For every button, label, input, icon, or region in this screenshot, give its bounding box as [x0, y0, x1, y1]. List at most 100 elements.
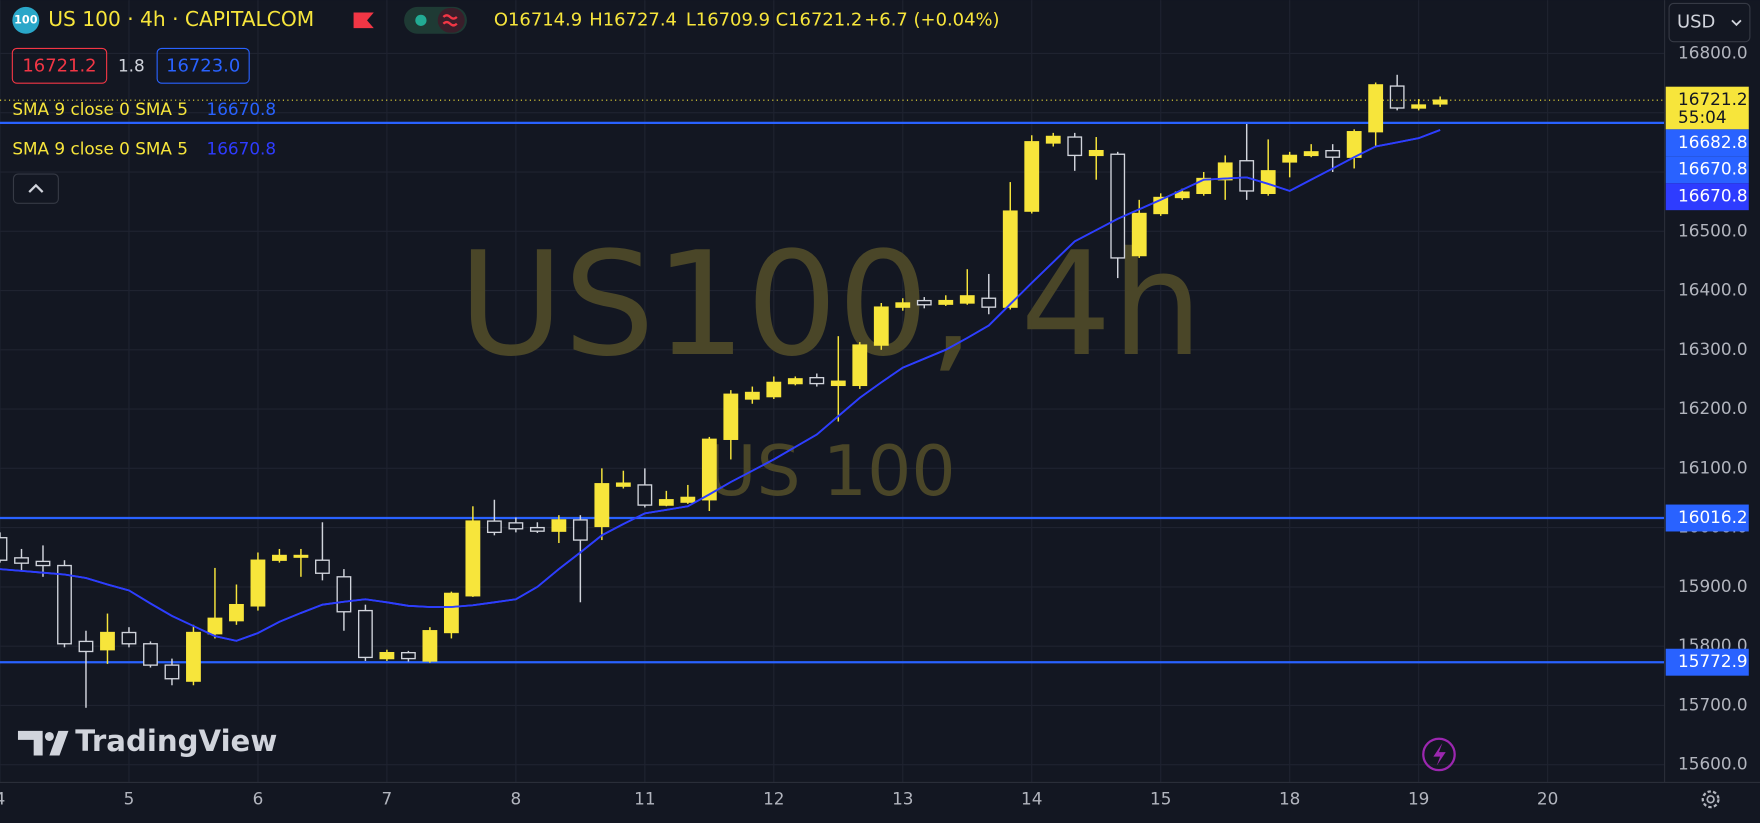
candle-body: [293, 554, 309, 558]
brand-logo: [17, 730, 43, 756]
delay-icon: [442, 14, 458, 27]
countdown: 55:04: [1678, 107, 1727, 127]
candle-body: [1196, 177, 1212, 195]
x-tick-label: 19: [1408, 788, 1429, 808]
ohlc-open: O16714.9: [494, 9, 582, 30]
settings-icon: [1706, 795, 1715, 804]
sell-price: 16721.2: [22, 55, 96, 76]
x-tick-label: 8: [511, 788, 522, 808]
candle-body: [1346, 131, 1362, 158]
legend-value: 16670.8: [207, 138, 277, 158]
candle-body: [443, 592, 459, 634]
currency-dropdown[interactable]: [1668, 2, 1751, 43]
sell-button[interactable]: [11, 47, 108, 84]
candle-body: [551, 519, 567, 532]
candle-body: [1411, 104, 1427, 109]
candle-body: [766, 381, 782, 398]
ohlc-change: +6.7 (+0.04%): [864, 9, 999, 30]
candle-body: [272, 554, 287, 561]
candle-body: [701, 438, 717, 501]
candle-body: [422, 630, 438, 662]
candle-body: [57, 564, 72, 645]
price-label-box: [1665, 129, 1749, 157]
ohlc-close: C16721.2: [776, 9, 863, 30]
news-button[interactable]: [1422, 737, 1456, 772]
candle-body: [572, 519, 588, 541]
candle-body: [615, 482, 631, 487]
candle-body: [680, 496, 696, 503]
candle-body: [895, 302, 911, 308]
candle-body: [186, 631, 201, 682]
price-label: 15772.9: [1678, 651, 1748, 671]
symbol-title[interactable]: US 100 · 4h · CAPITALCOM: [48, 7, 314, 31]
spread: 1.8: [118, 55, 145, 75]
candle-body: [1282, 154, 1298, 163]
y-tick-label: 15600.0: [1678, 754, 1748, 774]
candle-body: [1174, 191, 1190, 199]
candle-body: [637, 484, 653, 506]
candle-body: [744, 391, 760, 400]
price-label-box: [1665, 86, 1749, 130]
collapse-button[interactable]: [12, 173, 59, 204]
candle-body: [723, 393, 739, 440]
candle-body: [873, 306, 889, 346]
price-label: 16670.8: [1678, 159, 1748, 179]
brand-logo: [44, 731, 54, 741]
candle-body: [143, 643, 158, 666]
legend-value: 16670.8: [207, 99, 277, 119]
price-label: 16016.2: [1678, 507, 1748, 527]
candle-body: [250, 559, 266, 607]
legend-name: SMA 9 close 0 SMA 5: [12, 99, 188, 119]
x-tick-label: 4: [0, 788, 5, 808]
dropdown-caret: [1731, 19, 1742, 27]
candle-body: [1389, 85, 1405, 109]
x-tick-label: 12: [763, 788, 784, 808]
x-tick-label: 6: [253, 788, 264, 808]
buy-price: 16723.0: [166, 55, 240, 76]
y-tick-label: 16400.0: [1678, 280, 1748, 300]
candle-body: [465, 520, 481, 597]
y-tick-label: 16300.0: [1678, 339, 1748, 359]
brand-name[interactable]: TradingView: [75, 724, 277, 758]
settings-button[interactable]: [1701, 790, 1720, 809]
x-tick-label: 7: [382, 788, 393, 808]
candle-body: [0, 537, 8, 561]
x-tick-label: 11: [634, 788, 655, 808]
candle-body: [938, 299, 954, 305]
candle-body: [1432, 99, 1448, 105]
candle-body: [1239, 160, 1255, 192]
candle-body: [379, 651, 395, 660]
candle-body: [1110, 153, 1126, 259]
price-label-box: [1665, 183, 1749, 211]
candle-body: [336, 576, 352, 613]
candle-body: [508, 522, 524, 530]
candle-body: [1024, 141, 1040, 212]
indicator-legend: SMA 9 close 0 SMA 5 16670.8 SMA 9 close 0 …: [12, 99, 276, 158]
ohlc-high: H16727.4: [589, 9, 677, 30]
y-tick-label: 15900.0: [1678, 576, 1748, 596]
flag-icon[interactable]: [353, 12, 374, 29]
x-tick-label: 13: [892, 788, 913, 808]
symbol-icon-text: 100: [14, 13, 38, 26]
candle-body: [164, 664, 180, 680]
candle-body: [1368, 84, 1384, 133]
plot-area: [0, 74, 1665, 708]
price-label: 16670.8: [1678, 186, 1748, 206]
currency-label: USD: [1677, 12, 1715, 33]
status-pill-part: [437, 7, 465, 33]
candle-body: [1088, 149, 1104, 157]
buy-button[interactable]: [156, 47, 250, 84]
candle-body: [1303, 151, 1319, 157]
sma-line: [0, 129, 1441, 642]
candle-body: [14, 557, 29, 564]
legend-name: SMA 9 close 0 SMA 5: [12, 138, 188, 158]
price-label: 16682.8: [1678, 132, 1748, 152]
candle-body: [229, 603, 244, 622]
price-label-box: [1665, 648, 1749, 676]
symbol-icon[interactable]: [12, 6, 40, 34]
candle-body: [121, 631, 137, 645]
watermark-subtitle: US 100: [706, 431, 956, 512]
news-icon: [1433, 743, 1446, 766]
